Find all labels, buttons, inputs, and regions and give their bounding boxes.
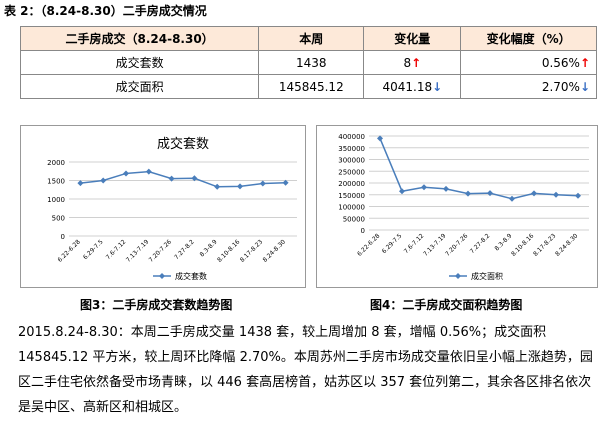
cell-text: 8 — [403, 55, 412, 70]
cell: 2.70%↓ — [460, 74, 597, 99]
cell-text: 4041.18 — [382, 79, 433, 94]
y-tick-label: 500 — [52, 215, 65, 223]
header-cell: 变化幅度（%） — [460, 26, 597, 51]
y-tick-label: 400000 — [338, 133, 365, 141]
caption: 图3：二手房成交套数趋势图 — [80, 298, 233, 312]
y-tick-label: 2000 — [47, 159, 65, 167]
x-tick-label: 8.24-8.30 — [262, 238, 288, 264]
point — [377, 135, 383, 142]
x-tick-label: 7.27-8.2 — [469, 232, 492, 255]
legend-marker — [455, 273, 461, 279]
y-tick-label: 100000 — [338, 204, 365, 212]
x-tick-label: 8.10-8.16 — [510, 232, 536, 258]
chart: 成交套数 0 500 1000 1500 2000 6.22-6.28 6.29-7.5 7.6… — [47, 136, 297, 281]
point — [77, 180, 84, 187]
header-cell: 二手房成交（8.24-8.30） — [19, 26, 260, 51]
point — [465, 190, 471, 197]
cell: 成交面积 — [19, 74, 260, 99]
x-tick-label: 7.13-7.19 — [125, 238, 151, 264]
chart-title: 成交套数 — [157, 136, 209, 152]
row: 成交套数 1438 8↑ 0.56%↑ — [19, 50, 597, 75]
point — [399, 188, 405, 195]
paragraph: 2015.8.24-8.30：本周二手房成交量 1438 套，较上周增加 8 套… — [18, 325, 593, 415]
y-tick-label: 200000 — [338, 180, 365, 188]
cell: 成交套数 — [19, 50, 260, 75]
y-tick-label: 300000 — [338, 157, 365, 165]
legend-label: 成交套数 — [175, 271, 207, 281]
legend-label: 成交面积 — [471, 271, 503, 281]
x-tick-label: 7.20-7.26 — [148, 238, 174, 264]
x-tick-label: 8.10-8.16 — [216, 238, 242, 264]
point — [237, 183, 243, 190]
cell: 0.56%↑ — [460, 50, 597, 75]
y-tick-label: 1000 — [47, 196, 65, 204]
row: 成交面积 145845.12 4041.18↓ 2.70%↓ — [19, 74, 597, 99]
y-tick-label: 0 — [361, 227, 365, 235]
x-tick-label: 6.29-7.5 — [82, 238, 105, 261]
cell-text: 0.56% — [541, 55, 580, 70]
x-tick-label: 7.27-8.2 — [173, 238, 196, 261]
cell: 4041.18↓ — [363, 74, 462, 99]
x-tick-label: 7.6-7.12 — [105, 238, 128, 261]
point — [145, 168, 152, 175]
x-tick-label: 6.22-6.28 — [356, 232, 382, 258]
down-arrow: ↓ — [579, 79, 590, 94]
header-row: 二手房成交（8.24-8.30） 本周 变化量 变化幅度（%） — [19, 26, 597, 51]
y-tick-label: 1500 — [47, 178, 65, 186]
point — [509, 195, 515, 202]
point — [531, 190, 537, 197]
point — [214, 183, 221, 190]
x-tick-label: 8.17-8.23 — [239, 238, 265, 264]
x-tick-label: 8.3-8.9 — [493, 232, 513, 252]
chart: 0 50000 100000 150000 200000 250000 300000 3500… — [338, 133, 589, 281]
point — [282, 179, 289, 186]
y-tick-label: 250000 — [338, 168, 365, 176]
header-cell: 本周 — [258, 26, 365, 51]
point — [191, 175, 198, 182]
legend-marker — [159, 273, 165, 279]
x-tick-label: 8.17-8.23 — [532, 232, 558, 258]
point — [100, 177, 107, 184]
y-tick-label: 150000 — [338, 192, 365, 200]
up-arrow: ↑ — [411, 55, 422, 70]
y-tick-label: 50000 — [343, 215, 365, 223]
point — [575, 192, 581, 199]
point — [168, 175, 175, 182]
table: 二手房成交（8.24-8.30） 本周 变化量 变化幅度（%） 成交套数 143… — [19, 26, 597, 99]
header-cell: 变化量 — [363, 26, 462, 51]
cell: 1438 — [258, 50, 365, 75]
x-tick-label: 7.13-7.19 — [422, 232, 448, 258]
point — [443, 185, 449, 192]
point — [553, 191, 559, 198]
x-tick-label: 7.20-7.26 — [444, 232, 470, 258]
up-arrow: ↑ — [579, 55, 590, 70]
cell: 8↑ — [363, 50, 462, 75]
point — [123, 170, 129, 177]
point — [487, 190, 493, 197]
x-tick-label: 8.24-8.30 — [554, 232, 580, 258]
chart-box: 成交套数 0 500 1000 1500 2000 6.22-6.28 6.29-7.5 7.6… — [20, 125, 306, 288]
cell-text: 2.70% — [541, 79, 580, 94]
line — [80, 170, 286, 188]
down-arrow: ↓ — [432, 79, 443, 94]
caption: 图4：二手房成交面积趋势图 — [370, 298, 523, 312]
chart-box: 0 50000 100000 150000 200000 250000 300000 3500… — [316, 125, 598, 288]
y-tick-label: 0 — [61, 233, 65, 241]
line — [379, 138, 579, 200]
x-tick-label: 8.3-8.9 — [199, 238, 219, 258]
point — [421, 184, 427, 191]
x-tick-label: 6.22-6.28 — [56, 238, 82, 264]
x-tick-label: 6.29-7.5 — [381, 232, 404, 255]
y-tick-label: 350000 — [338, 145, 365, 153]
cell: 145845.12 — [258, 74, 365, 99]
point — [259, 180, 266, 187]
table-title: 表 2：（8.24-8.30）二手房成交情况 — [4, 4, 207, 18]
